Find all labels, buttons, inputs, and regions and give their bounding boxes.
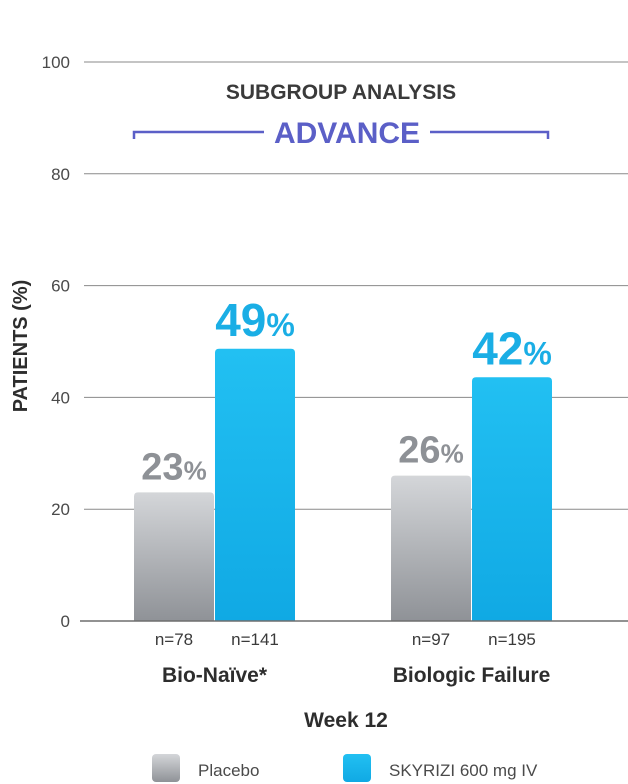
- n-count: n=141: [231, 630, 279, 649]
- bar-placebo: [134, 492, 214, 621]
- n-count: n=195: [488, 630, 536, 649]
- bar-layer: [134, 348, 552, 621]
- data-label: 42%: [472, 322, 552, 374]
- n-counts: n=78 n=141 n=97 n=195: [155, 630, 536, 649]
- legend-swatch: [152, 754, 180, 782]
- n-count: n=97: [412, 630, 450, 649]
- study-name: ADVANCE: [274, 117, 420, 150]
- category-labels: Bio-Naïve* Biologic Failure: [162, 664, 550, 687]
- legend-swatch: [343, 754, 371, 782]
- legend: Placebo SKYRIZI 600 mg IV: [152, 754, 538, 782]
- y-tick-label: 80: [51, 165, 70, 184]
- data-label: 23%: [141, 446, 206, 488]
- bar-placebo: [391, 475, 471, 621]
- bracket-left: [132, 130, 264, 139]
- y-axis-label: PATIENTS (%): [10, 280, 32, 413]
- legend-label: Placebo: [198, 761, 259, 780]
- data-labels: 23% 49% 26% 42%: [141, 294, 552, 489]
- category-label: Bio-Naïve*: [162, 664, 268, 687]
- y-tick-label: 40: [51, 388, 70, 407]
- y-tick-label: 60: [51, 277, 70, 296]
- chart-subtitle: SUBGROUP ANALYSIS: [226, 81, 456, 104]
- x-axis-label: Week 12: [304, 709, 388, 732]
- y-tick-label: 0: [61, 612, 70, 631]
- bar-skyrizi: [472, 377, 552, 621]
- bar-skyrizi: [215, 348, 295, 621]
- n-count: n=78: [155, 630, 193, 649]
- y-tick-label: 100: [42, 53, 70, 72]
- bracket-right: [430, 130, 550, 139]
- y-tick-label: 20: [51, 500, 70, 519]
- legend-label: SKYRIZI 600 mg IV: [389, 761, 538, 780]
- y-tick-labels: 0 20 40 60 80 100: [42, 53, 70, 631]
- data-label: 49%: [215, 294, 295, 346]
- category-label: Biologic Failure: [393, 664, 551, 687]
- data-label: 26%: [398, 430, 463, 472]
